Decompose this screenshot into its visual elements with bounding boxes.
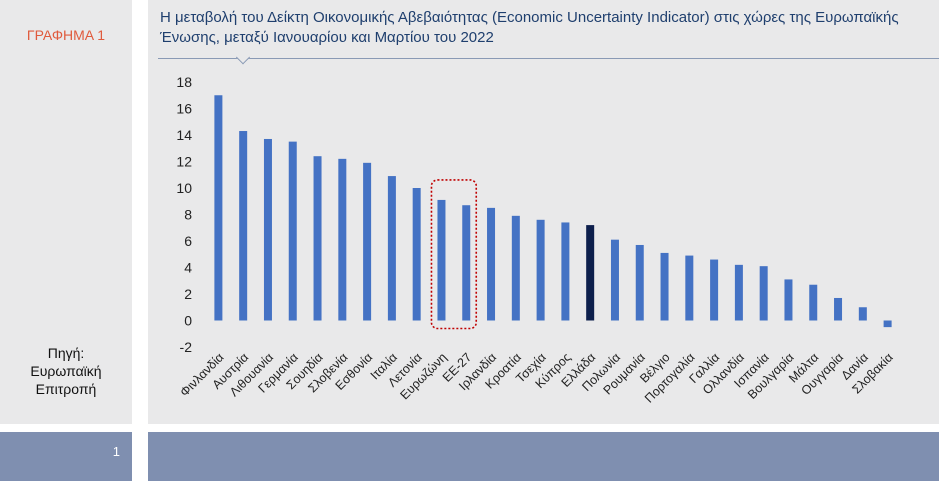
- source-line: Επιτροπή: [35, 381, 97, 397]
- bar: [759, 266, 768, 321]
- footer-left: 1: [0, 432, 132, 481]
- bars: [214, 95, 892, 328]
- source-line: Πηγή:: [47, 345, 85, 361]
- source-note: Πηγή: Ευρωπαϊκή Επιτροπή: [0, 344, 132, 398]
- bar: [610, 239, 619, 321]
- bar: [685, 255, 694, 321]
- y-tick-label: 8: [184, 207, 192, 223]
- bar: [313, 156, 322, 321]
- chart-title: Η μεταβολή του Δείκτη Οικονομικής Αβεβαι…: [160, 9, 899, 46]
- bar: [412, 188, 421, 321]
- left-panel: ΓΡΑΦΗΜΑ 1 Πηγή: Ευρωπαϊκή Επιτροπή: [0, 0, 132, 424]
- y-tick-label: 4: [184, 260, 192, 276]
- y-tick-label: 18: [176, 74, 192, 90]
- chart-panel: Η μεταβολή του Δείκτη Οικονομικής Αβεβαι…: [148, 0, 939, 424]
- bar: [883, 320, 892, 328]
- y-tick-label: 16: [176, 101, 192, 117]
- bar: [511, 215, 520, 321]
- y-tick-label: 10: [176, 180, 192, 196]
- bar: [809, 284, 818, 321]
- bar: [858, 307, 867, 321]
- footer-bar: [148, 432, 939, 481]
- y-tick-label: 0: [184, 313, 192, 329]
- bar: [288, 141, 297, 321]
- bar: [834, 297, 843, 321]
- bar: [635, 244, 644, 321]
- page-number: 1: [112, 444, 120, 459]
- eurozone-eu27-box: [430, 179, 478, 330]
- title-divider: [158, 58, 939, 59]
- bar: [462, 205, 471, 321]
- bar: [734, 264, 743, 321]
- bar: [387, 176, 396, 321]
- y-tick-label: 14: [176, 127, 192, 143]
- x-axis-labels: ΦινλανδίαΑυστρίαΛιθουανίαΓερμανίαΣουηδία…: [177, 350, 895, 405]
- source-line: Ευρωπαϊκή: [30, 363, 102, 379]
- bar: [536, 219, 545, 321]
- y-tick-label: 6: [184, 233, 192, 249]
- bar: [660, 252, 669, 321]
- bar: [263, 138, 272, 321]
- y-axis: -2 0 2 4 6 8 10 12 14 16 18: [176, 74, 192, 355]
- bar: [561, 222, 570, 321]
- bar: [338, 158, 347, 321]
- bar: [586, 225, 595, 321]
- annotations: [430, 179, 478, 330]
- bar-chart: -2 0 2 4 6 8 10 12 14 16 18 ΦινλανδίαΑυστρίαΛιθουα…: [176, 74, 895, 406]
- bar: [214, 95, 223, 321]
- bar: [784, 279, 793, 321]
- y-tick-label: 12: [176, 154, 192, 170]
- bar: [487, 207, 496, 321]
- bar: [710, 259, 719, 321]
- bar: [363, 162, 372, 321]
- y-tick-label: 2: [184, 286, 192, 302]
- y-tick-label: -2: [180, 339, 193, 355]
- bar: [239, 131, 248, 321]
- bar: [437, 199, 446, 321]
- figure-label: ΓΡΑΦΗΜΑ 1: [26, 27, 106, 43]
